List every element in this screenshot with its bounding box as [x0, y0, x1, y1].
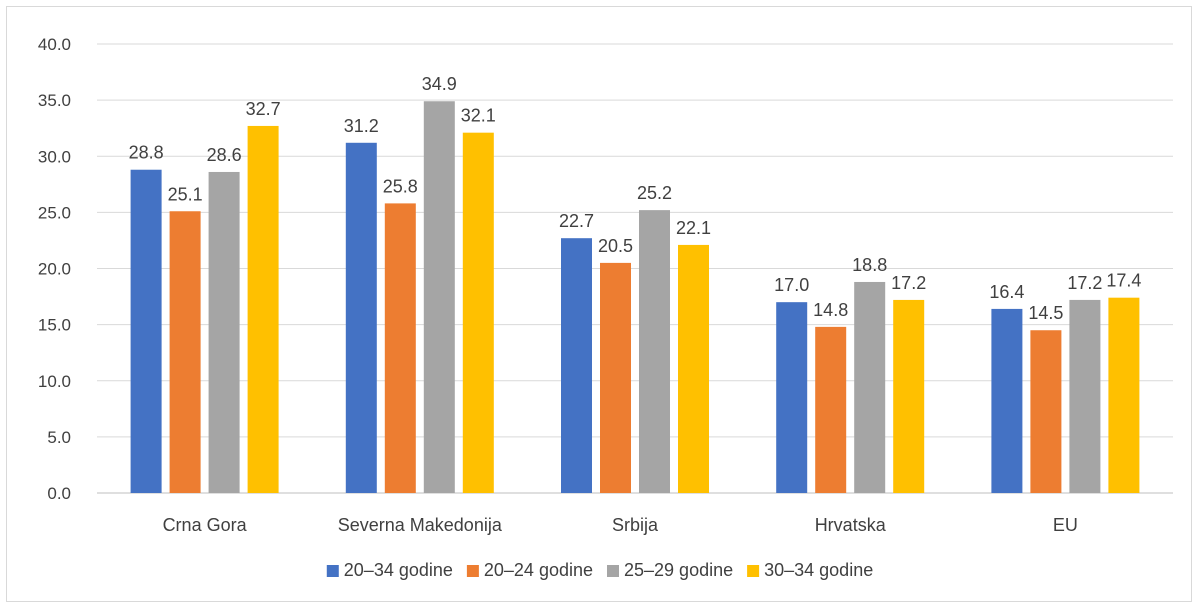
bar [1030, 330, 1062, 493]
data-label: 32.7 [246, 99, 281, 119]
bar [462, 132, 494, 493]
legend-label: 25–29 godine [624, 560, 733, 580]
chart-frame: 0.0 5.0 10.0 15.0 20.0 25.0 30.0 35.0 40.0 28.8 2… [6, 6, 1192, 602]
x-axis: Crna Gora Severna Makedonija Srbija Hrvatsk… [163, 515, 1078, 535]
bar [561, 238, 592, 493]
x-tick-label: Hrvatska [815, 515, 887, 535]
y-tick-label: 5.0 [47, 428, 71, 447]
data-label: 22.7 [559, 211, 594, 231]
y-tick-label: 25.0 [38, 203, 71, 222]
y-axis: 0.0 5.0 10.0 15.0 20.0 25.0 30.0 35.0 40.0 [38, 35, 71, 503]
bar [639, 210, 670, 493]
x-tick-label: Severna Makedonija [338, 515, 503, 535]
bar [1069, 299, 1101, 493]
data-label: 22.1 [676, 218, 711, 238]
bar [815, 326, 847, 493]
legend-swatch [607, 565, 619, 577]
data-label: 17.0 [774, 275, 809, 295]
legend-swatch [466, 565, 479, 577]
legend-item: 25–29 godine [607, 560, 733, 580]
legend-item: 30–34 godine [747, 560, 873, 580]
bar [208, 171, 240, 493]
y-tick-label: 10.0 [38, 372, 71, 391]
legend-item: 20–34 godine [326, 560, 453, 580]
bar [423, 101, 455, 493]
legend-swatch [326, 565, 339, 577]
legend-label: 20–24 godine [484, 560, 593, 580]
legend: 20–34 godine 20–24 godine 25–29 godine 30–3… [326, 560, 873, 580]
bar [991, 308, 1023, 493]
data-label: 25.2 [637, 183, 672, 203]
bar [776, 302, 808, 493]
y-tick-label: 30.0 [38, 147, 71, 166]
data-label: 17.2 [1067, 273, 1102, 293]
bar [1108, 297, 1140, 493]
y-tick-label: 20.0 [38, 260, 71, 279]
data-label: 16.4 [989, 282, 1024, 302]
bar [345, 142, 377, 493]
x-tick-label: Crna Gora [163, 515, 248, 535]
bar [130, 169, 162, 493]
legend-item: 20–24 godine [466, 560, 593, 580]
data-label: 34.9 [422, 74, 457, 94]
bar [384, 203, 416, 493]
bar [678, 244, 709, 493]
data-label: 14.5 [1028, 303, 1063, 323]
data-label: 28.6 [207, 145, 242, 165]
bar [600, 262, 631, 493]
data-label: 14.8 [813, 300, 848, 320]
data-label: 31.2 [344, 116, 379, 136]
y-tick-label: 40.0 [38, 35, 71, 54]
data-label: 25.8 [383, 176, 418, 196]
data-label: 32.1 [461, 106, 496, 126]
data-label: 28.8 [129, 143, 164, 163]
legend-label: 20–34 godine [344, 560, 453, 580]
x-tick-label: Srbija [612, 515, 659, 535]
x-tick-label: EU [1053, 515, 1078, 535]
bar [169, 211, 201, 493]
data-label: 20.5 [598, 236, 633, 256]
y-tick-label: 35.0 [38, 91, 71, 110]
bar [247, 125, 279, 493]
y-tick-label: 0.0 [47, 484, 71, 503]
data-label: 17.4 [1106, 271, 1141, 291]
legend-label: 30–34 godine [764, 560, 873, 580]
data-labels: 28.8 25.128.6 32.7 31.2 25.8 34.932.1 22.720.5… [129, 74, 1142, 323]
data-label: 18.8 [852, 255, 887, 275]
data-label: 17.2 [891, 273, 926, 293]
data-label: 25.1 [168, 184, 203, 204]
y-tick-label: 15.0 [38, 316, 71, 335]
bar [854, 281, 886, 493]
bars [130, 101, 1140, 493]
legend-swatch [747, 565, 760, 577]
bar-chart: 0.05.010.015.020.025.030.035.040.0 28.82… [38, 35, 1173, 580]
bar [893, 299, 925, 493]
